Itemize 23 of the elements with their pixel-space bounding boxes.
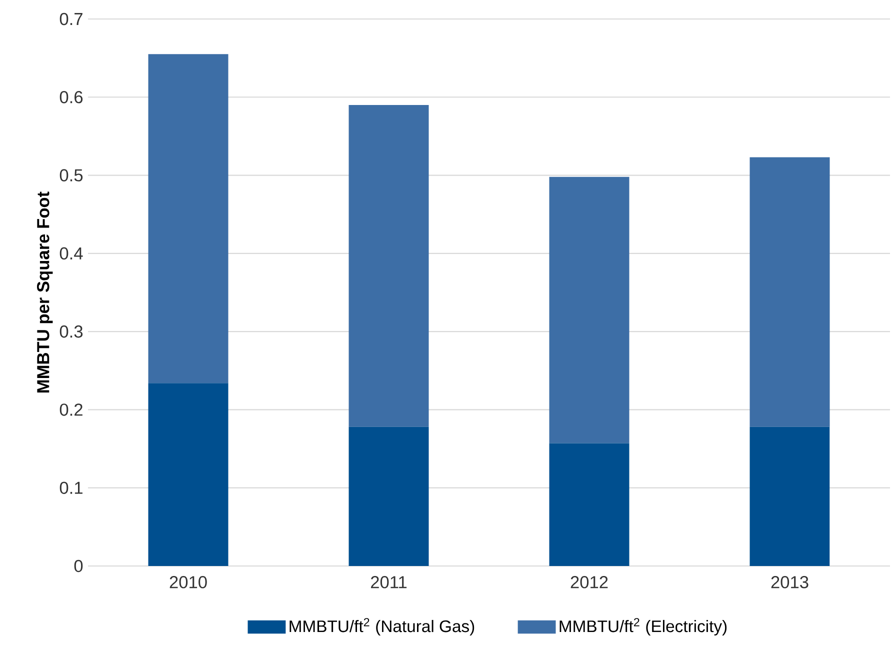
bar xyxy=(348,426,429,566)
y-tick-label: 0.4 xyxy=(60,247,83,260)
bar xyxy=(549,176,630,444)
bar xyxy=(750,426,830,566)
bar xyxy=(750,157,830,427)
y-tick-label: 0.2 xyxy=(60,404,82,416)
y-tick-label: 0.7 xyxy=(60,12,82,26)
y-tick-label: 0.1 xyxy=(60,482,82,494)
bar xyxy=(549,443,630,566)
x-tick-label: 2010 xyxy=(170,576,207,588)
bar xyxy=(148,54,228,384)
y-axis-title: MMBTU per Square Foot xyxy=(37,192,53,392)
bar xyxy=(348,104,429,427)
legend-label: MMBTU/ft$^{2}$ (Electricity) xyxy=(560,618,727,636)
y-tick-label: 0.6 xyxy=(60,91,83,104)
x-tick-label: 2011 xyxy=(370,576,407,588)
legend-label: MMBTU/ft$^{2}$ (Natural Gas) xyxy=(290,618,474,636)
y-tick-label: 0.5 xyxy=(60,169,83,182)
bar xyxy=(148,383,228,566)
y-tick-label: 0.3 xyxy=(60,325,83,338)
x-tick-label: 2012 xyxy=(570,576,608,588)
x-tick-label: 2013 xyxy=(771,576,808,588)
y-tick-label: 0 xyxy=(74,560,83,572)
